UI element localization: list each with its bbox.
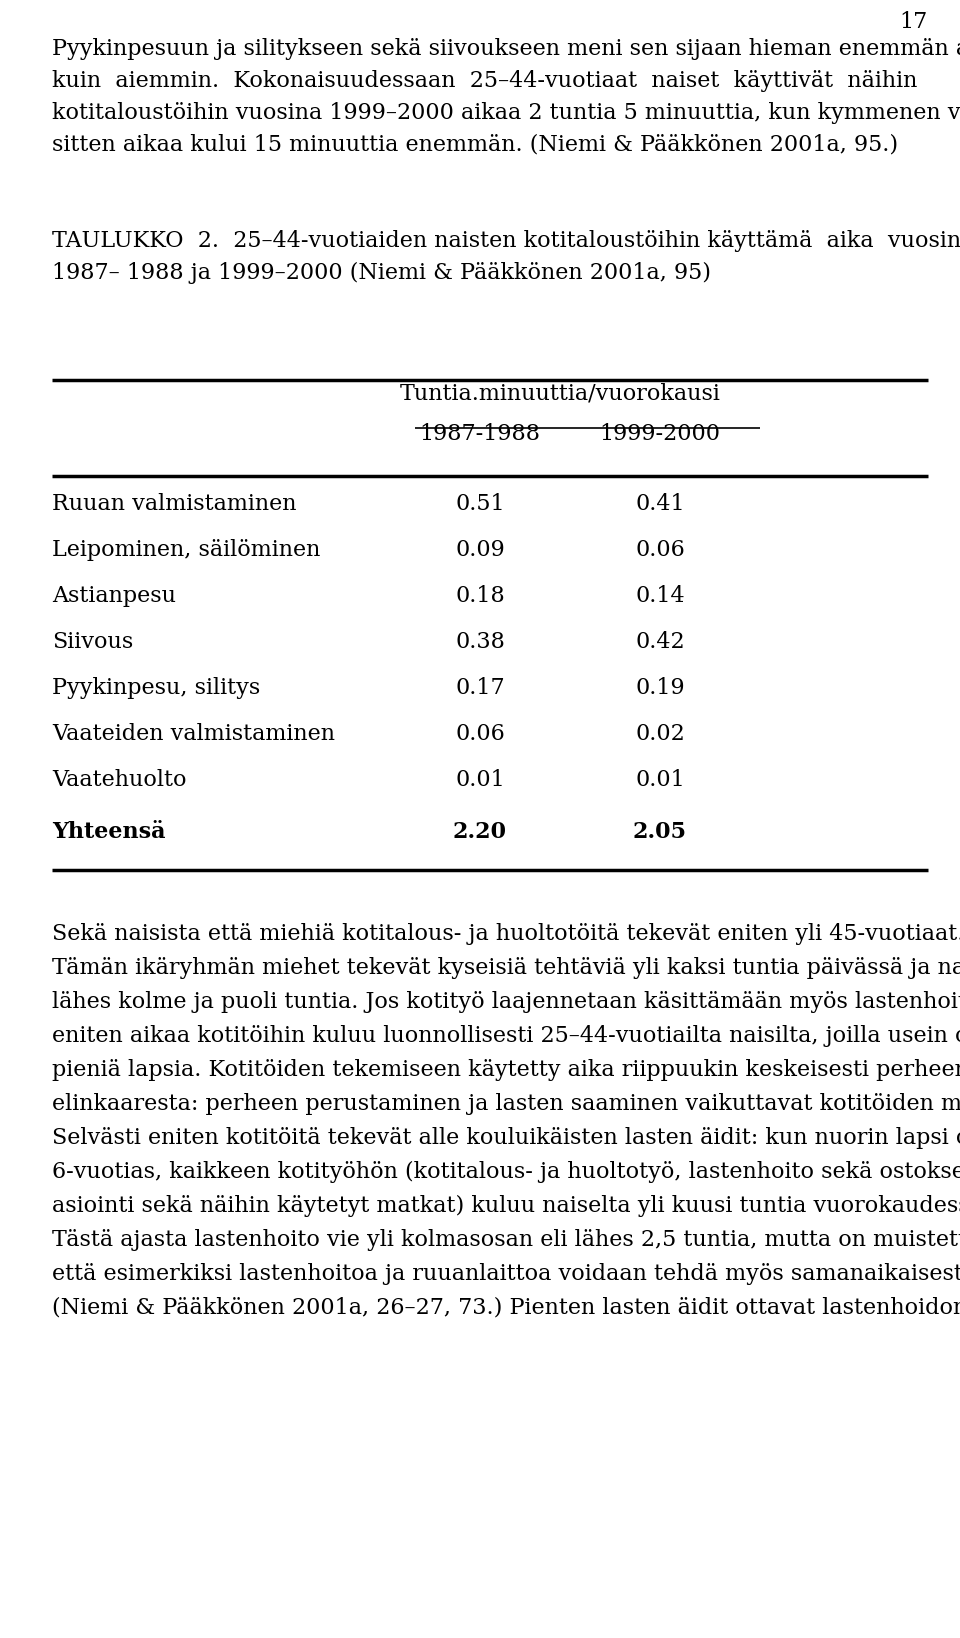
Text: 0.02: 0.02: [636, 722, 684, 745]
Text: kotitaloustöihin vuosina 1999–2000 aikaa 2 tuntia 5 minuuttia, kun kymmenen vuot: kotitaloustöihin vuosina 1999–2000 aikaa…: [52, 102, 960, 124]
Text: lähes kolme ja puoli tuntia. Jos kotityö laajennetaan käsittämään myös lastenhoi: lähes kolme ja puoli tuntia. Jos kotityö…: [52, 991, 960, 1012]
Text: Tästä ajasta lastenhoito vie yli kolmasosan eli lähes 2,5 tuntia, mutta on muist: Tästä ajasta lastenhoito vie yli kolmaso…: [52, 1228, 960, 1251]
Text: elinkaaresta: perheen perustaminen ja lasten saaminen vaikuttavat kotitöiden mää: elinkaaresta: perheen perustaminen ja la…: [52, 1093, 960, 1115]
Text: 0.17: 0.17: [455, 676, 505, 699]
Text: Vaatehuolto: Vaatehuolto: [52, 768, 186, 791]
Text: asiointi sekä näihin käytetyt matkat) kuluu naiselta yli kuusi tuntia vuorokaude: asiointi sekä näihin käytetyt matkat) ku…: [52, 1194, 960, 1217]
Text: 0.42: 0.42: [636, 631, 684, 654]
Text: 1987– 1988 ja 1999–2000 (Niemi & Pääkkönen 2001a, 95): 1987– 1988 ja 1999–2000 (Niemi & Pääkkön…: [52, 262, 711, 283]
Text: Siivous: Siivous: [52, 631, 133, 654]
Text: Yhteensä: Yhteensä: [52, 821, 165, 844]
Text: 0.41: 0.41: [636, 493, 684, 514]
Text: eniten aikaa kotitöihin kuluu luonnollisesti 25–44-vuotiailta naisilta, joilla u: eniten aikaa kotitöihin kuluu luonnollis…: [52, 1025, 960, 1047]
Text: Leipominen, säilöminen: Leipominen, säilöminen: [52, 539, 321, 560]
Text: 0.01: 0.01: [636, 768, 684, 791]
Text: Vaateiden valmistaminen: Vaateiden valmistaminen: [52, 722, 335, 745]
Text: Pyykinpesu, silitys: Pyykinpesu, silitys: [52, 676, 260, 699]
Text: Selvästi eniten kotitöitä tekevät alle kouluikäisten lasten äidit: kun nuorin la: Selvästi eniten kotitöitä tekevät alle k…: [52, 1127, 960, 1148]
Text: Pyykinpesuun ja silitykseen sekä siivoukseen meni sen sijaan hieman enemmän aika: Pyykinpesuun ja silitykseen sekä siivouk…: [52, 38, 960, 61]
Text: 0.18: 0.18: [455, 585, 505, 608]
Text: kuin  aiemmin.  Kokonaisuudessaan  25–44-vuotiaat  naiset  käyttivät  näihin: kuin aiemmin. Kokonaisuudessaan 25–44-vu…: [52, 70, 918, 92]
Text: 2.05: 2.05: [633, 821, 687, 844]
Text: 17: 17: [900, 11, 928, 33]
Text: 0.19: 0.19: [636, 676, 684, 699]
Text: sitten aikaa kului 15 minuuttia enemmän. (Niemi & Pääkkönen 2001a, 95.): sitten aikaa kului 15 minuuttia enemmän.…: [52, 134, 899, 156]
Text: 6-vuotias, kaikkeen kotityöhön (kotitalous- ja huoltotyö, lastenhoito sekä ostok: 6-vuotias, kaikkeen kotityöhön (kotitalo…: [52, 1161, 960, 1183]
Text: (Niemi & Pääkkönen 2001a, 26–27, 73.) Pienten lasten äidit ottavat lastenhoidon : (Niemi & Pääkkönen 2001a, 26–27, 73.) Pi…: [52, 1297, 960, 1319]
Text: Tämän ikäryhmän miehet tekevät kyseisiä tehtäviä yli kaksi tuntia päivässä ja na: Tämän ikäryhmän miehet tekevät kyseisiä …: [52, 957, 960, 980]
Text: Sekä naisista että miehiä kotitalous- ja huoltotöitä tekevät eniten yli 45-vuoti: Sekä naisista että miehiä kotitalous- ja…: [52, 922, 960, 945]
Text: pieniä lapsia. Kotitöiden tekemiseen käytetty aika riippuukin keskeisesti perhee: pieniä lapsia. Kotitöiden tekemiseen käy…: [52, 1060, 960, 1081]
Text: 0.01: 0.01: [455, 768, 505, 791]
Text: TAULUKKO  2.  25–44-vuotiaiden naisten kotitaloustöihin käyttämä  aika  vuosina: TAULUKKO 2. 25–44-vuotiaiden naisten kot…: [52, 229, 960, 252]
Text: Ruuan valmistaminen: Ruuan valmistaminen: [52, 493, 297, 514]
Text: 0.06: 0.06: [455, 722, 505, 745]
Text: 0.51: 0.51: [455, 493, 505, 514]
Text: 0.38: 0.38: [455, 631, 505, 654]
Text: 0.14: 0.14: [636, 585, 684, 608]
Text: 1987-1988: 1987-1988: [420, 423, 540, 446]
Text: 0.06: 0.06: [636, 539, 684, 560]
Text: Astianpesu: Astianpesu: [52, 585, 176, 608]
Text: 0.09: 0.09: [455, 539, 505, 560]
Text: 1999-2000: 1999-2000: [599, 423, 721, 446]
Text: Tuntia.minuuttia/vuorokausi: Tuntia.minuuttia/vuorokausi: [399, 383, 720, 405]
Text: että esimerkiksi lastenhoitoa ja ruuanlaittoa voidaan tehdä myös samanaikaisesti: että esimerkiksi lastenhoitoa ja ruuanla…: [52, 1263, 960, 1284]
Text: 2.20: 2.20: [453, 821, 507, 844]
